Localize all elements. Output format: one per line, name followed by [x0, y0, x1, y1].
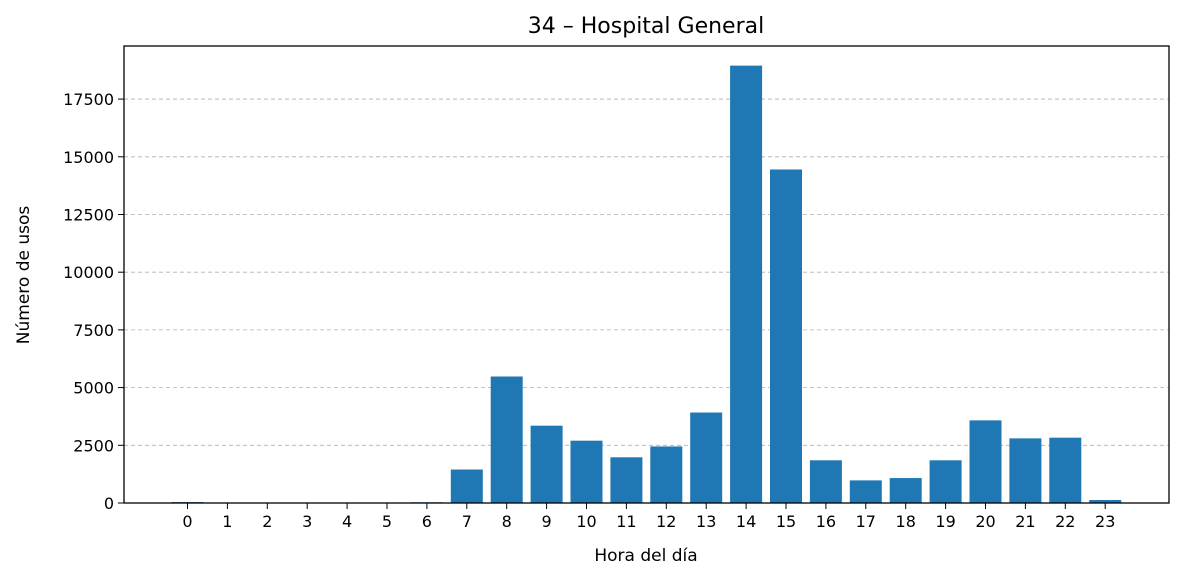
bar-hour-20: [969, 420, 1002, 503]
bar-hour-19: [929, 460, 962, 503]
y-tick-label: 2500: [73, 436, 114, 455]
bar-hour-14: [730, 65, 763, 504]
x-tick-label: 14: [736, 512, 756, 531]
x-tick-label: 5: [382, 512, 392, 531]
bar-hour-23: [1089, 499, 1122, 503]
bars: [171, 65, 1122, 504]
bar-hour-22: [1049, 437, 1082, 503]
bar-hour-11: [610, 457, 643, 503]
bar-hour-12: [650, 446, 683, 503]
x-tick-label: 6: [422, 512, 432, 531]
x-tick-label: 12: [656, 512, 676, 531]
x-axis-ticks: 0 1 2 3 4 5 6 7 8 9 10 11 12 13 14 15 16 17 18 19 20 21 22 23: [182, 503, 1115, 531]
x-tick-label: 8: [502, 512, 512, 531]
y-axis-ticks: 0 2500 5000 7500 10000 12500 15000 17500: [63, 90, 124, 513]
x-tick-label: 17: [856, 512, 876, 531]
x-tick-label: 15: [776, 512, 796, 531]
x-tick-label: 19: [935, 512, 955, 531]
x-tick-label: 13: [696, 512, 716, 531]
x-axis-label: Hora del día: [594, 546, 697, 566]
x-tick-label: 23: [1095, 512, 1115, 531]
bar-hour-18: [889, 478, 922, 503]
gridlines: [124, 98, 1169, 446]
x-tick-label: 1: [222, 512, 232, 531]
x-tick-label: 22: [1055, 512, 1075, 531]
x-tick-label: 4: [342, 512, 352, 531]
x-tick-label: 10: [576, 512, 596, 531]
bar-hour-16: [809, 460, 842, 503]
x-tick-label: 7: [462, 512, 472, 531]
x-tick-label: 0: [182, 512, 192, 531]
chart-title: 34 – Hospital General: [528, 14, 764, 39]
y-tick-label: 17500: [63, 90, 114, 109]
y-tick-label: 7500: [73, 321, 114, 340]
bar-hour-13: [690, 412, 723, 503]
y-tick-label: 10000: [63, 263, 114, 282]
x-tick-label: 16: [816, 512, 836, 531]
y-tick-label: 12500: [63, 205, 114, 224]
y-axis-label: Número de usos: [14, 206, 34, 345]
bar-hour-7: [450, 469, 483, 503]
y-tick-label: 5000: [73, 379, 114, 398]
x-tick-label: 3: [302, 512, 312, 531]
x-tick-label: 21: [1015, 512, 1035, 531]
x-tick-label: 9: [542, 512, 552, 531]
bar-hour-21: [1009, 438, 1042, 503]
bar-hour-8: [490, 376, 523, 503]
bar-hour-15: [770, 169, 802, 503]
bar-hour-17: [849, 480, 882, 503]
x-tick-label: 11: [616, 512, 636, 531]
plot-frame: [123, 45, 1170, 504]
y-tick-label: 0: [104, 494, 114, 513]
x-tick-label: 18: [896, 512, 916, 531]
y-tick-label: 15000: [63, 148, 114, 167]
bar-hour-10: [570, 440, 603, 503]
bar-hour-9: [530, 425, 563, 503]
x-tick-label: 2: [262, 512, 272, 531]
x-tick-label: 20: [975, 512, 995, 531]
